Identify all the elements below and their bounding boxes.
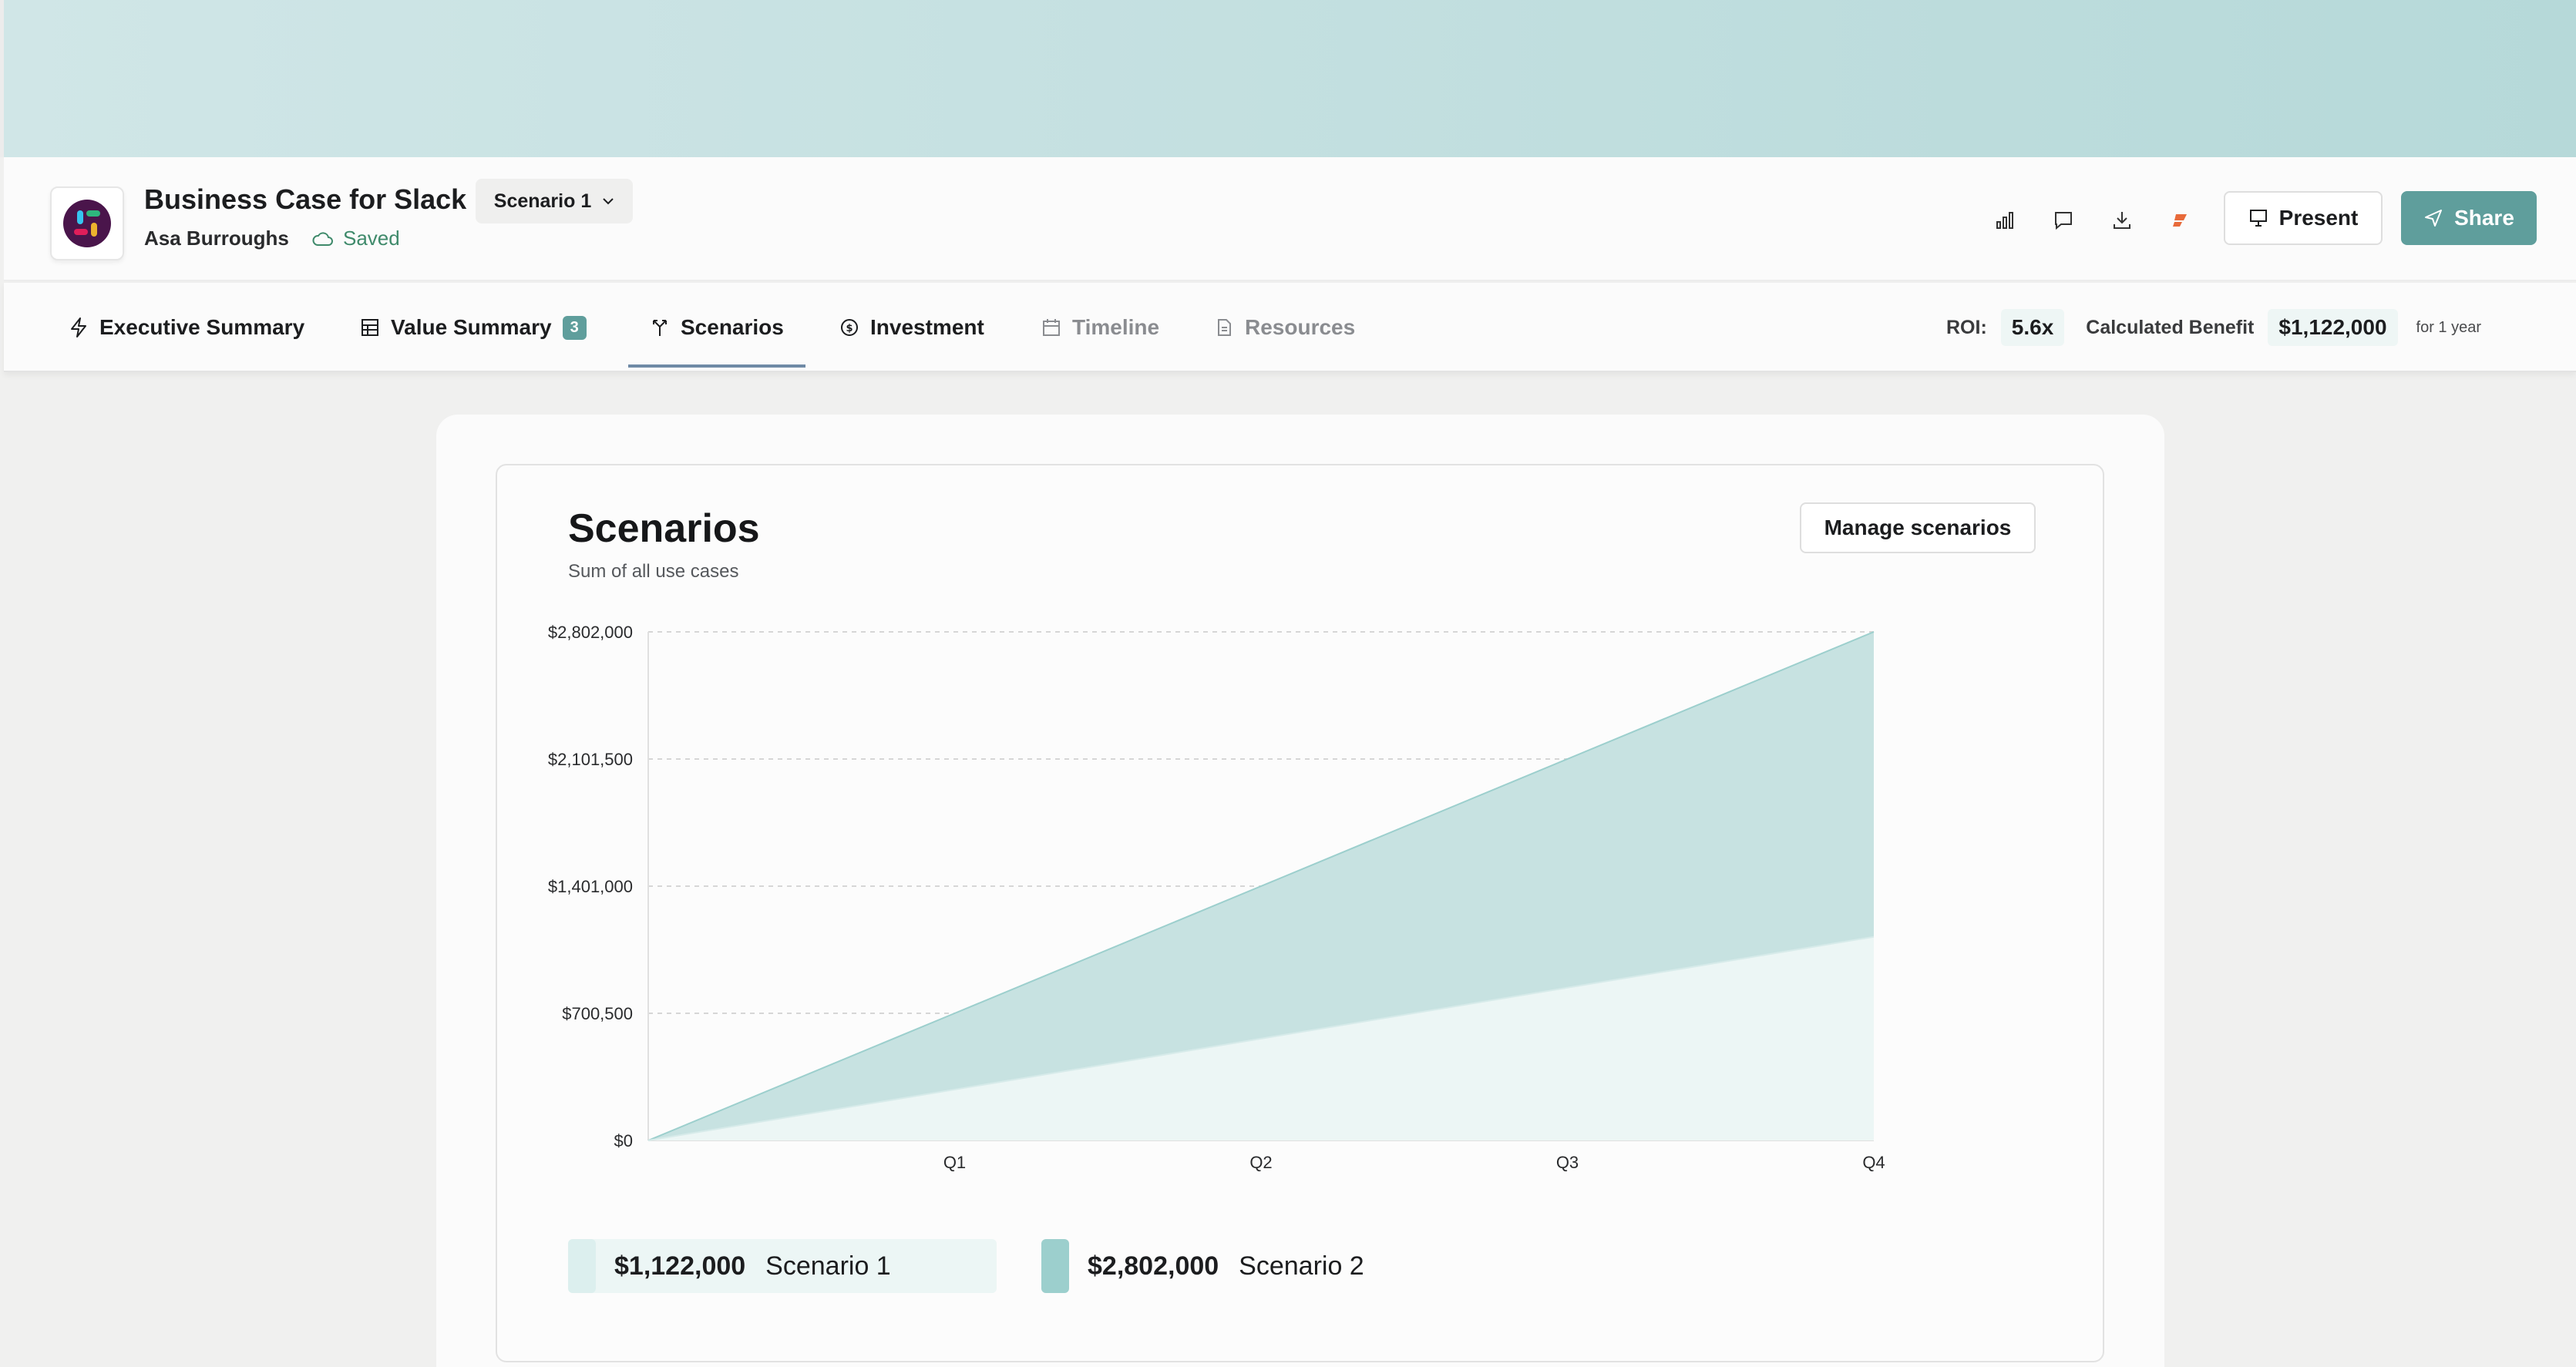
calendar-icon <box>1043 319 1060 336</box>
present-label: Present <box>2278 206 2359 230</box>
tab-label: Value Summary <box>391 315 552 339</box>
benefit-period: for 1 year <box>2416 318 2482 336</box>
benefit-label: Calculated Benefit <box>2086 316 2255 338</box>
tab-scenarios[interactable]: Scenarios <box>628 283 805 372</box>
tab-bar: Executive Summary Value Summary 3 Scenar… <box>4 283 2576 372</box>
x-tick-label: Q4 <box>1862 1153 1885 1172</box>
legend-swatch <box>568 1239 596 1293</box>
card-subtitle: Sum of all use cases <box>568 561 739 582</box>
tab-label: Timeline <box>1072 315 1160 339</box>
legend-value: $1,122,000 <box>614 1251 746 1281</box>
y-tick-label: $2,101,500 <box>548 750 633 769</box>
scenario-select-value: Scenario 1 <box>493 190 592 212</box>
present-button[interactable]: Present <box>2224 191 2383 245</box>
bolt-icon <box>71 317 86 338</box>
chart-legend: $1,122,000 Scenario 1 $2,802,000 Scenari… <box>568 1239 1395 1293</box>
tab-executive-summary[interactable]: Executive Summary <box>69 283 304 372</box>
legend-item-scenario-1: $1,122,000 Scenario 1 <box>568 1239 997 1293</box>
tab-timeline[interactable]: Timeline <box>1041 283 1159 372</box>
legend-name: Scenario 2 <box>1239 1251 1364 1281</box>
tab-resources[interactable]: Resources <box>1214 283 1355 372</box>
scenarios-card: Scenarios Sum of all use cases Manage sc… <box>496 464 2104 1362</box>
download-icon[interactable] <box>2107 205 2137 236</box>
share-label: Share <box>2454 206 2514 230</box>
integration-icon[interactable] <box>2165 205 2196 236</box>
top-banner <box>0 0 2576 157</box>
slack-logo-icon <box>63 200 111 247</box>
comment-icon[interactable] <box>2048 205 2079 236</box>
bar-chart-icon[interactable] <box>1989 205 2020 236</box>
table-icon <box>362 319 378 336</box>
legend-name: Scenario 1 <box>765 1251 891 1281</box>
y-tick-label: $1,401,000 <box>548 877 633 896</box>
x-tick-label: Q3 <box>1556 1153 1579 1172</box>
owner-name: Asa Burroughs <box>144 227 289 250</box>
y-tick-label: $0 <box>614 1131 633 1150</box>
save-status-label: Saved <box>343 227 400 250</box>
svg-text:$: $ <box>846 323 853 334</box>
card-title: Scenarios <box>568 506 760 551</box>
count-badge: 3 <box>562 315 587 340</box>
legend-value: $2,802,000 <box>1088 1251 1219 1281</box>
metrics-summary: ROI: 5.6x Calculated Benefit $1,122,000 … <box>1946 283 2481 372</box>
tab-label: Investment <box>870 315 984 339</box>
tab-label: Resources <box>1245 315 1356 339</box>
branch-icon <box>653 320 667 336</box>
page-title: Business Case for Slack <box>144 183 467 215</box>
app-logo <box>50 186 124 260</box>
scenarios-area-chart: $0 $700,500 $1,401,000 $2,101,500 $2,802,000… <box>548 623 1885 1172</box>
send-icon <box>2425 210 2443 227</box>
presentation-icon <box>2249 210 2267 227</box>
cloud-icon <box>312 231 333 246</box>
scenario-select[interactable]: Scenario 1 <box>476 179 633 223</box>
tab-value-summary[interactable]: Value Summary 3 <box>360 283 587 372</box>
legend-swatch <box>1041 1239 1069 1293</box>
manage-scenarios-button[interactable]: Manage scenarios <box>1800 502 2036 553</box>
page-header: Business Case for Slack Asa Burroughs Sa… <box>4 157 2576 281</box>
line-series-2 <box>647 631 1875 1141</box>
roi-label: ROI: <box>1946 316 1987 338</box>
x-tick-label: Q1 <box>943 1153 966 1172</box>
x-tick-label: Q2 <box>1249 1153 1272 1172</box>
share-button[interactable]: Share <box>2401 191 2537 245</box>
document-icon <box>1218 319 1231 336</box>
chevron-down-icon <box>603 198 614 205</box>
y-tick-label: $2,802,000 <box>548 623 633 642</box>
benefit-value: $1,122,000 <box>2268 309 2398 346</box>
roi-value: 5.6x <box>2000 309 2065 346</box>
dollar-circle-icon: $ <box>841 319 858 336</box>
tab-label: Executive Summary <box>99 315 305 339</box>
save-status: Saved <box>312 227 400 250</box>
y-tick-label: $700,500 <box>562 1004 633 1023</box>
tab-label: Scenarios <box>681 315 784 339</box>
legend-item-scenario-2: $2,802,000 Scenario 2 <box>1041 1239 1395 1293</box>
line-series-1 <box>647 935 1875 1141</box>
tab-investment[interactable]: $ Investment <box>839 283 984 372</box>
